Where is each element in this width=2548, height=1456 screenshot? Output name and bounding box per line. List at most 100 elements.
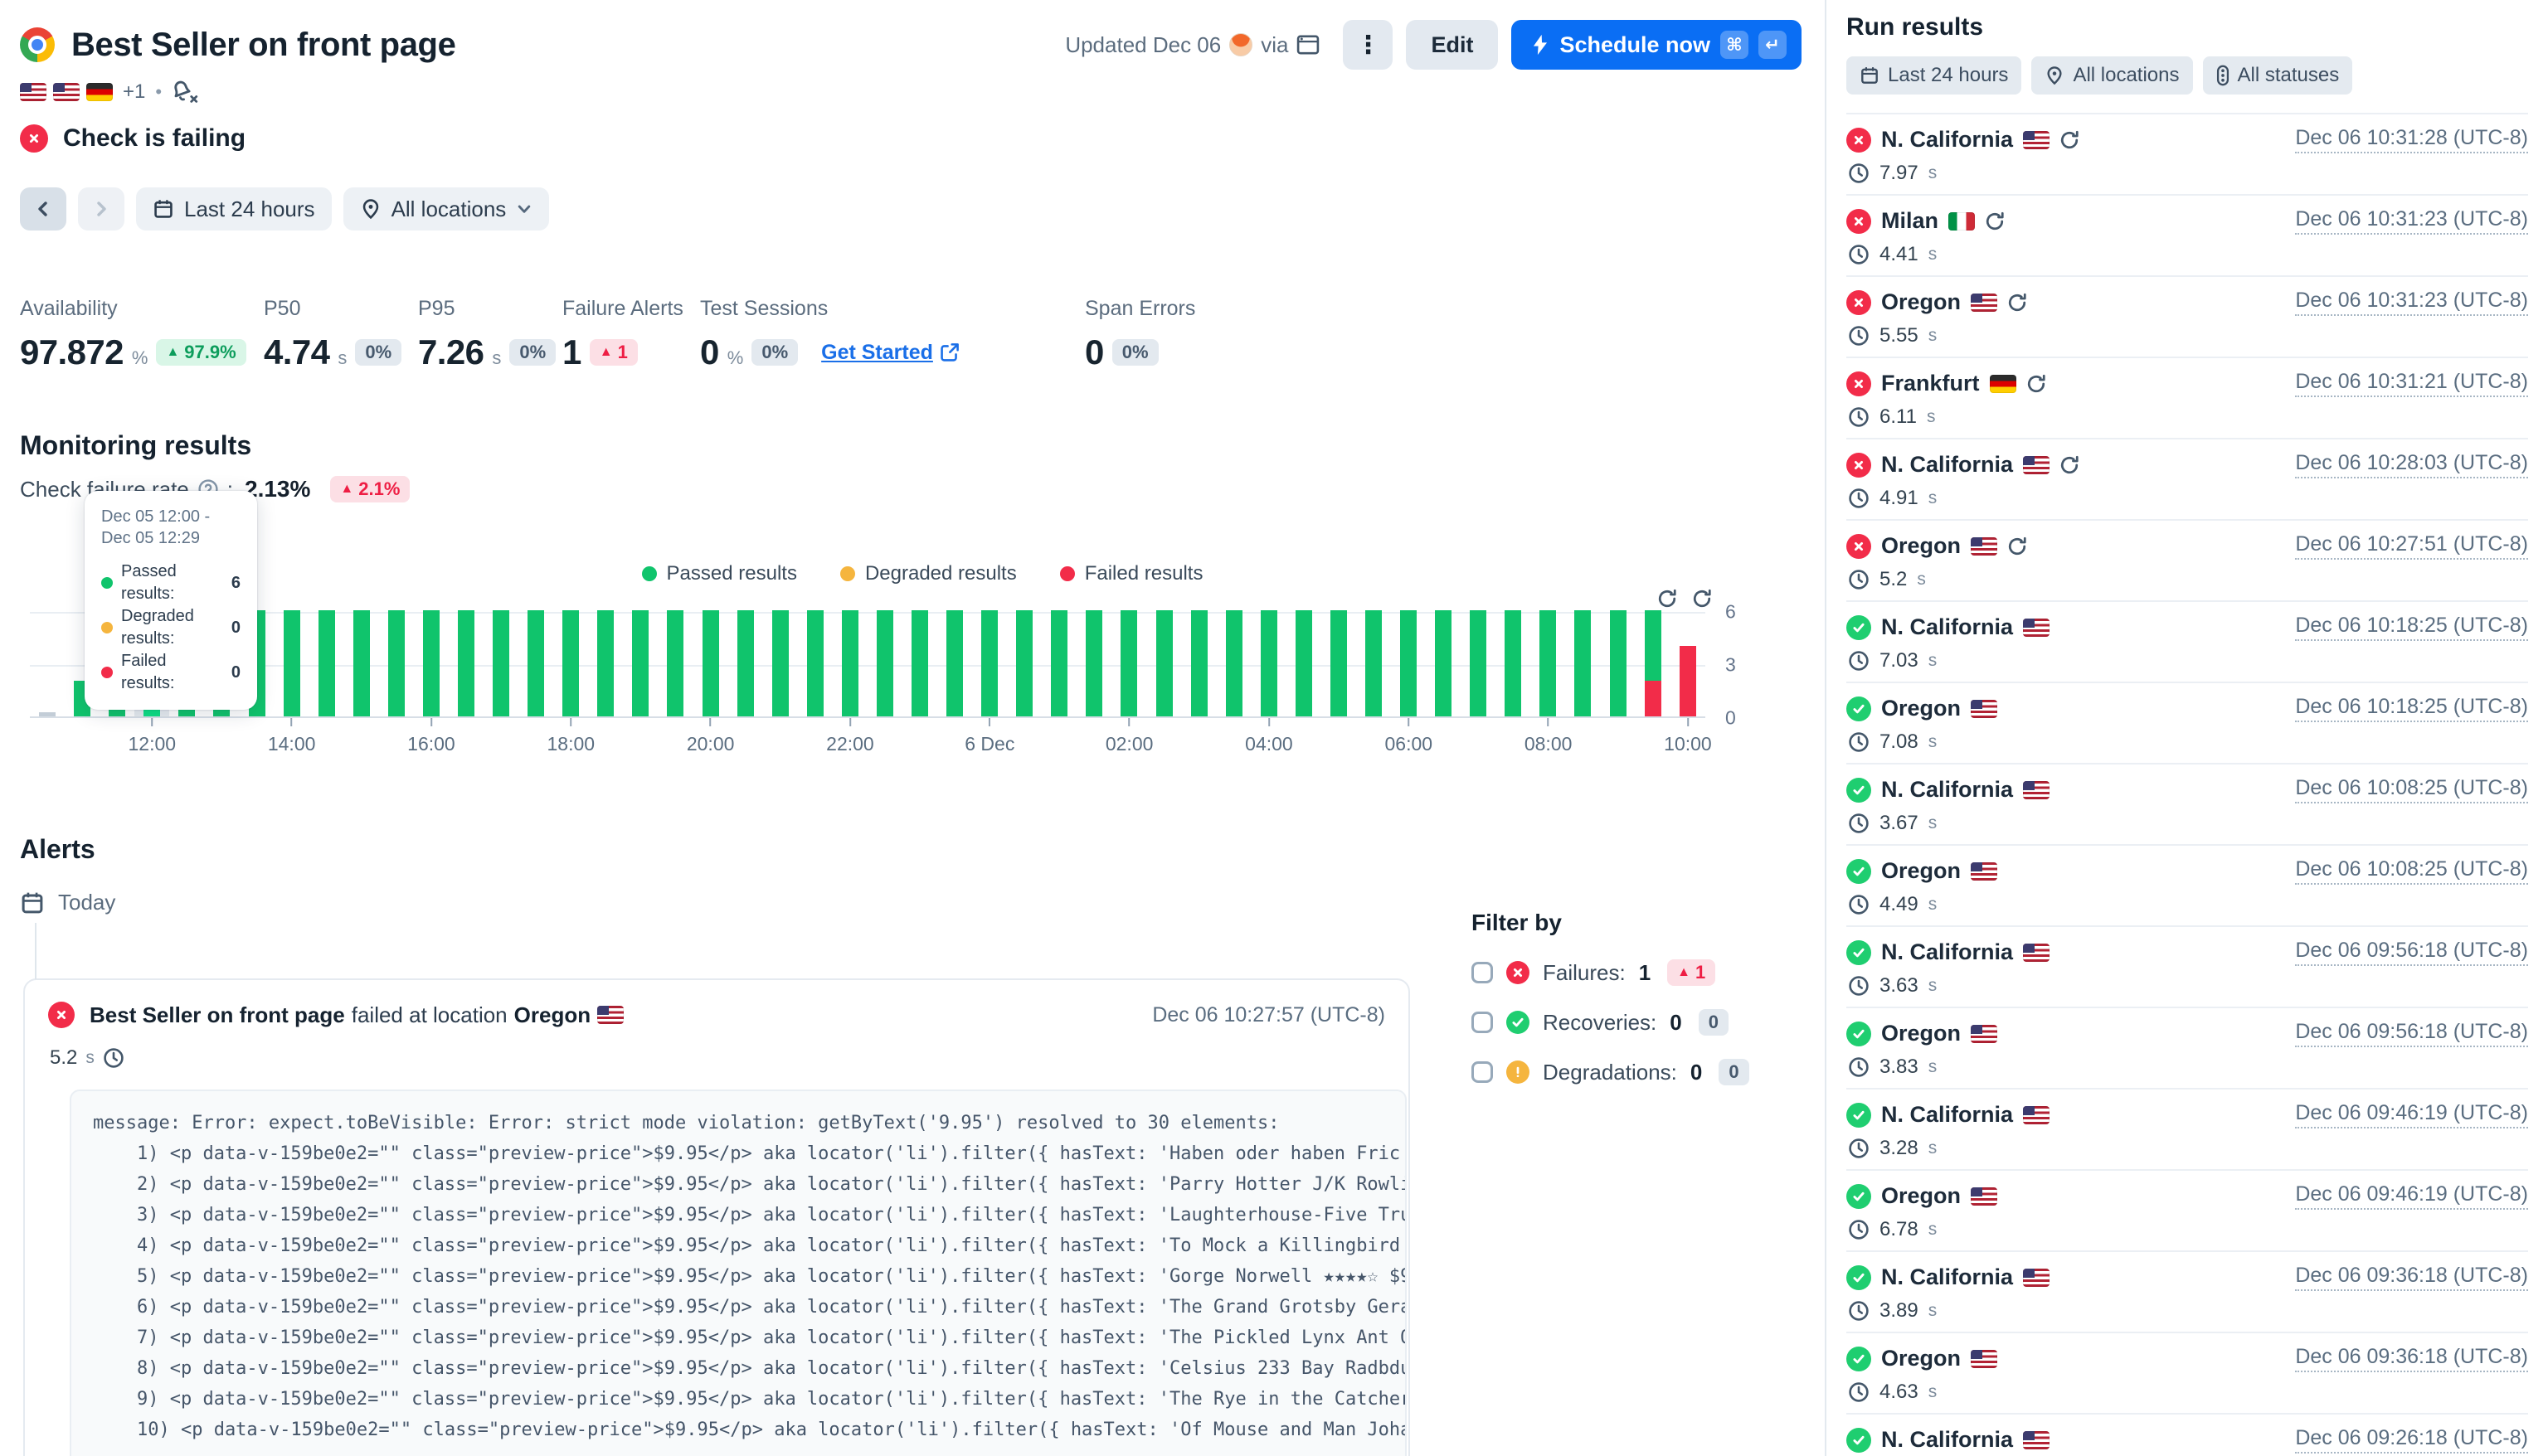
run-timestamp-link[interactable]: Dec 06 09:46:19 (UTC-8) (2295, 1182, 2528, 1210)
run-timestamp-link[interactable]: Dec 06 10:18:25 (UTC-8) (2295, 695, 2528, 722)
chart-bar-slot[interactable] (902, 610, 937, 716)
run-result-row[interactable]: N. California Dec 06 09:46:19 (UTC-8) 3.28… (1846, 1088, 2528, 1169)
chart-bar-slot[interactable] (1321, 610, 1356, 716)
chart-bar-slot[interactable] (275, 610, 309, 716)
chart-bar-slot[interactable] (833, 610, 868, 716)
chart-bar-slot[interactable] (1286, 610, 1321, 716)
run-timestamp-link[interactable]: Dec 06 10:28:03 (UTC-8) (2295, 451, 2528, 478)
chart-bar-slot[interactable] (658, 610, 693, 716)
chart-bar-slot[interactable] (1077, 610, 1111, 716)
get-started-link[interactable]: Get Started (821, 341, 960, 365)
run-location: Oregon (1881, 289, 1962, 314)
run-timestamp-link[interactable]: Dec 06 09:36:18 (UTC-8) (2295, 1345, 2528, 1372)
chart-bar-slot[interactable] (1391, 610, 1426, 716)
run-timestamp-link[interactable]: Dec 06 09:26:18 (UTC-8) (2295, 1426, 2528, 1454)
chart-bar-slot[interactable] (937, 610, 972, 716)
locations-chip[interactable]: All locations (343, 187, 550, 231)
alert-card[interactable]: Best Seller on front page failed at loca… (23, 978, 1410, 1456)
chart-bar-slot[interactable] (309, 610, 344, 716)
run-timestamp-link[interactable]: Dec 06 10:31:23 (UTC-8) (2295, 207, 2528, 235)
run-filter-chip-all-locations[interactable]: All locations (2031, 56, 2193, 95)
run-filter-chip-all-statuses[interactable]: All statuses (2202, 56, 2353, 95)
run-timestamp-link[interactable]: Dec 06 09:46:19 (UTC-8) (2295, 1101, 2528, 1128)
chart-bar-slot[interactable] (344, 610, 379, 716)
run-timestamp-link[interactable]: Dec 06 10:18:25 (UTC-8) (2295, 614, 2528, 641)
edit-button[interactable]: Edit (1406, 20, 1499, 70)
chart-bar-slot[interactable] (1426, 610, 1461, 716)
chart-bar-slot[interactable] (30, 612, 65, 716)
filter-checkbox[interactable] (1471, 1061, 1493, 1083)
run-timestamp-link[interactable]: Dec 06 10:27:51 (UTC-8) (2295, 532, 2528, 560)
chart-bar-slot[interactable] (728, 610, 763, 716)
run-result-row[interactable]: Oregon Dec 06 09:56:18 (UTC-8) 3.83 s (1846, 1007, 2528, 1088)
chart-bar-slot[interactable] (518, 610, 553, 716)
run-result-row[interactable]: N. California Dec 06 10:18:25 (UTC-8) 7.03… (1846, 600, 2528, 682)
run-timestamp-link[interactable]: Dec 06 10:31:21 (UTC-8) (2295, 370, 2528, 397)
next-period-button[interactable] (78, 187, 124, 231)
run-result-row[interactable]: Oregon Dec 06 10:31:23 (UTC-8) 5.55 s (1846, 275, 2528, 357)
chart-bar-slot[interactable] (414, 610, 449, 716)
run-result-row[interactable]: Oregon Dec 06 10:18:25 (UTC-8) 7.08 s (1846, 682, 2528, 763)
run-timestamp-link[interactable]: Dec 06 09:56:18 (UTC-8) (2295, 1020, 2528, 1047)
filter-checkbox[interactable] (1471, 962, 1493, 983)
chart-bar-slot[interactable] (1356, 610, 1391, 716)
run-timestamp-link[interactable]: Dec 06 09:36:18 (UTC-8) (2295, 1264, 2528, 1291)
run-result-row[interactable]: N. California Dec 06 09:56:18 (UTC-8) 3.63… (1846, 925, 2528, 1007)
chart-bar-slot[interactable] (1182, 610, 1217, 716)
chart-bar-slot[interactable] (763, 610, 798, 716)
run-timestamp-link[interactable]: Dec 06 09:56:18 (UTC-8) (2295, 939, 2528, 966)
chart-bar-slot[interactable] (972, 610, 1007, 716)
chart-bar-slot[interactable] (1147, 610, 1182, 716)
refresh-icon[interactable] (1692, 589, 1712, 609)
run-timestamp-link[interactable]: Dec 06 10:31:28 (UTC-8) (2295, 126, 2528, 153)
chart-bar-slot[interactable] (449, 610, 484, 716)
chart-bar-slot[interactable] (1670, 612, 1705, 716)
chart-bar-slot[interactable] (1217, 610, 1252, 716)
run-result-row[interactable]: Oregon Dec 06 09:36:18 (UTC-8) 4.63 s (1846, 1332, 2528, 1413)
x-tick: 10:00 (1664, 718, 1712, 755)
run-result-row[interactable]: Oregon Dec 06 09:46:19 (UTC-8) 6.78 s (1846, 1169, 2528, 1250)
legend-item[interactable]: Failed results (1059, 562, 1203, 585)
time-range-chip[interactable]: Last 24 hours (136, 187, 332, 231)
run-filter-chip-last-24-hours[interactable]: Last 24 hours (1846, 56, 2022, 95)
tooltip-date-start: Dec 05 12:00 - (101, 507, 211, 526)
chart-bar-slot[interactable] (553, 610, 588, 716)
chart-bar-slot[interactable] (484, 610, 518, 716)
chart-bar-slot[interactable] (1495, 610, 1530, 716)
chart-bar-slot[interactable] (1111, 610, 1146, 716)
refresh-icon[interactable] (1657, 589, 1677, 609)
run-result-row[interactable]: Oregon Dec 06 10:08:25 (UTC-8) 4.49 s (1846, 844, 2528, 925)
run-timestamp-link[interactable]: Dec 06 10:08:25 (UTC-8) (2295, 857, 2528, 885)
run-result-row[interactable]: N. California Dec 06 10:08:25 (UTC-8) 3.67… (1846, 763, 2528, 844)
run-result-row[interactable]: N. California Dec 06 09:36:18 (UTC-8) 3.89… (1846, 1250, 2528, 1332)
chart-bar-slot[interactable] (1042, 610, 1077, 716)
run-result-row[interactable]: N. California Dec 06 10:28:03 (UTC-8) 4.91… (1846, 438, 2528, 519)
chart-bar-slot[interactable] (1461, 610, 1495, 716)
passed-segment (353, 610, 370, 716)
chart-bar-slot[interactable] (693, 610, 727, 716)
chart-bar-slot[interactable] (1252, 610, 1286, 716)
run-result-row[interactable]: Oregon Dec 06 10:27:51 (UTC-8) 5.2 s (1846, 519, 2528, 600)
run-result-row[interactable]: Milan Dec 06 10:31:23 (UTC-8) 4.41 s (1846, 194, 2528, 275)
schedule-now-button[interactable]: Schedule now ⌘ ↵ (1511, 20, 1802, 70)
chart-bar-slot[interactable] (1636, 610, 1670, 716)
run-result-row[interactable]: Frankfurt Dec 06 10:31:21 (UTC-8) 6.11 s (1846, 357, 2528, 438)
legend-item[interactable]: Passed results (641, 562, 797, 585)
chart-bar-slot[interactable] (623, 610, 658, 716)
prev-period-button[interactable] (20, 187, 66, 231)
chart-bar-slot[interactable] (798, 610, 833, 716)
chart-bar-slot[interactable] (868, 610, 902, 716)
chart-bar-slot[interactable] (1601, 610, 1636, 716)
more-options-button[interactable]: ⋮ (1343, 20, 1393, 70)
filter-checkbox[interactable] (1471, 1012, 1493, 1033)
chart-bar-slot[interactable] (1565, 610, 1600, 716)
legend-item[interactable]: Degraded results (839, 562, 1017, 585)
chart-bar-slot[interactable] (1530, 610, 1565, 716)
chart-bar-slot[interactable] (588, 610, 623, 716)
run-timestamp-link[interactable]: Dec 06 10:31:23 (UTC-8) (2295, 289, 2528, 316)
run-timestamp-link[interactable]: Dec 06 10:08:25 (UTC-8) (2295, 776, 2528, 803)
chart-bar-slot[interactable] (1007, 610, 1042, 716)
run-result-row[interactable]: N. California Dec 06 10:31:28 (UTC-8) 7.97… (1846, 113, 2528, 194)
chart-bar-slot[interactable] (379, 610, 414, 716)
